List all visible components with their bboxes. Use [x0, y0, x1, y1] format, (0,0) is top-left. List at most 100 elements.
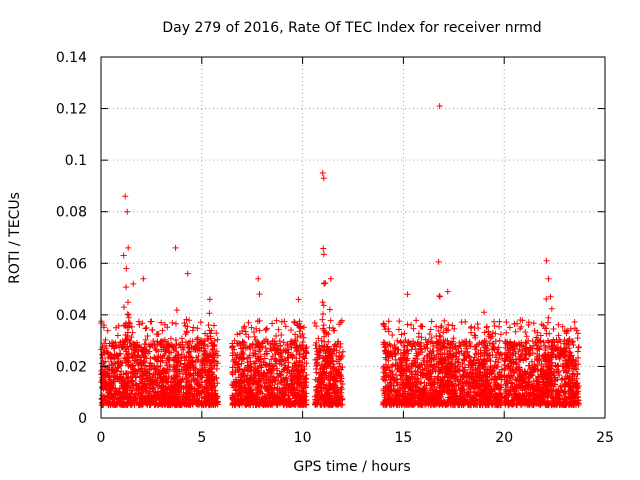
data-point [441, 317, 448, 324]
data-point [110, 385, 117, 392]
data-point [178, 335, 185, 342]
data-point [185, 349, 192, 356]
data-point [245, 319, 252, 326]
data-point [181, 320, 188, 327]
data-point [135, 318, 142, 325]
data-point [193, 346, 200, 353]
data-point [389, 331, 396, 338]
data-point [129, 400, 136, 407]
data-point [438, 323, 445, 330]
data-point [313, 323, 320, 330]
data-point [189, 327, 196, 334]
data-point [183, 328, 190, 335]
data-point [99, 355, 106, 362]
data-point [396, 318, 403, 325]
data-point [189, 392, 196, 399]
data-point [154, 331, 161, 338]
data-point [503, 319, 510, 326]
data-point [139, 320, 146, 327]
data-point [158, 338, 165, 345]
data-point [102, 336, 109, 343]
data-point [154, 363, 161, 370]
data-point [161, 343, 168, 350]
data-point [143, 324, 150, 331]
data-point [496, 318, 503, 325]
data-point [147, 389, 154, 396]
data-point [111, 351, 118, 358]
data-point [339, 348, 346, 355]
data-point [234, 331, 241, 338]
data-point [209, 346, 216, 353]
data-point [169, 342, 176, 349]
data-point [135, 366, 142, 373]
data-point [160, 388, 167, 395]
data-point [523, 333, 530, 340]
data-point [155, 358, 162, 365]
data-point [144, 333, 151, 340]
data-point [120, 371, 127, 378]
data-point [496, 323, 503, 330]
data-point [150, 371, 157, 378]
data-point [161, 373, 168, 380]
data-point [142, 325, 149, 332]
data-point [164, 324, 171, 331]
data-point [114, 332, 121, 339]
data-point [186, 317, 193, 324]
data-point [288, 327, 295, 334]
data-point [275, 326, 282, 333]
data-point [251, 333, 258, 340]
data-point [128, 334, 135, 341]
data-point [205, 322, 212, 329]
data-point [229, 343, 236, 350]
data-point [164, 365, 171, 372]
data-point [142, 388, 149, 395]
data-point [101, 340, 108, 347]
data-point [159, 327, 166, 334]
data-point [311, 319, 318, 326]
data-point [212, 350, 219, 357]
data-point [167, 335, 174, 342]
data-point [512, 328, 519, 335]
data-point [415, 330, 422, 337]
data-point [136, 321, 143, 328]
data-point [497, 331, 504, 338]
data-point [143, 387, 150, 394]
data-point [245, 334, 252, 341]
data-point [571, 319, 578, 326]
data-point [148, 318, 155, 325]
data-point [471, 332, 478, 339]
data-points [98, 102, 582, 409]
data-point [127, 338, 134, 345]
data-point [150, 337, 157, 344]
data-point [159, 395, 166, 402]
data-point [530, 320, 537, 327]
data-point [173, 348, 180, 355]
data-point [189, 357, 196, 364]
data-point [104, 327, 111, 334]
data-point [209, 345, 216, 352]
data-point [146, 390, 153, 397]
data-point [428, 318, 435, 325]
data-point [496, 337, 503, 344]
data-point [159, 357, 166, 364]
data-point [468, 323, 475, 330]
data-point [299, 339, 306, 346]
data-point [506, 324, 513, 331]
data-point [180, 384, 187, 391]
data-point [262, 344, 269, 351]
data-point [491, 318, 498, 325]
data-point [169, 319, 176, 326]
data-point [185, 390, 192, 397]
data-point [503, 329, 510, 336]
data-point [214, 380, 221, 387]
data-point [158, 319, 165, 326]
data-point [194, 325, 201, 332]
chart-title: Day 279 of 2016, Rate Of TEC Index for r… [162, 20, 541, 36]
data-point [149, 326, 156, 333]
data-point [201, 366, 208, 373]
data-point [195, 382, 202, 389]
data-point [462, 318, 469, 325]
data-point [404, 321, 411, 328]
data-point [161, 352, 168, 359]
